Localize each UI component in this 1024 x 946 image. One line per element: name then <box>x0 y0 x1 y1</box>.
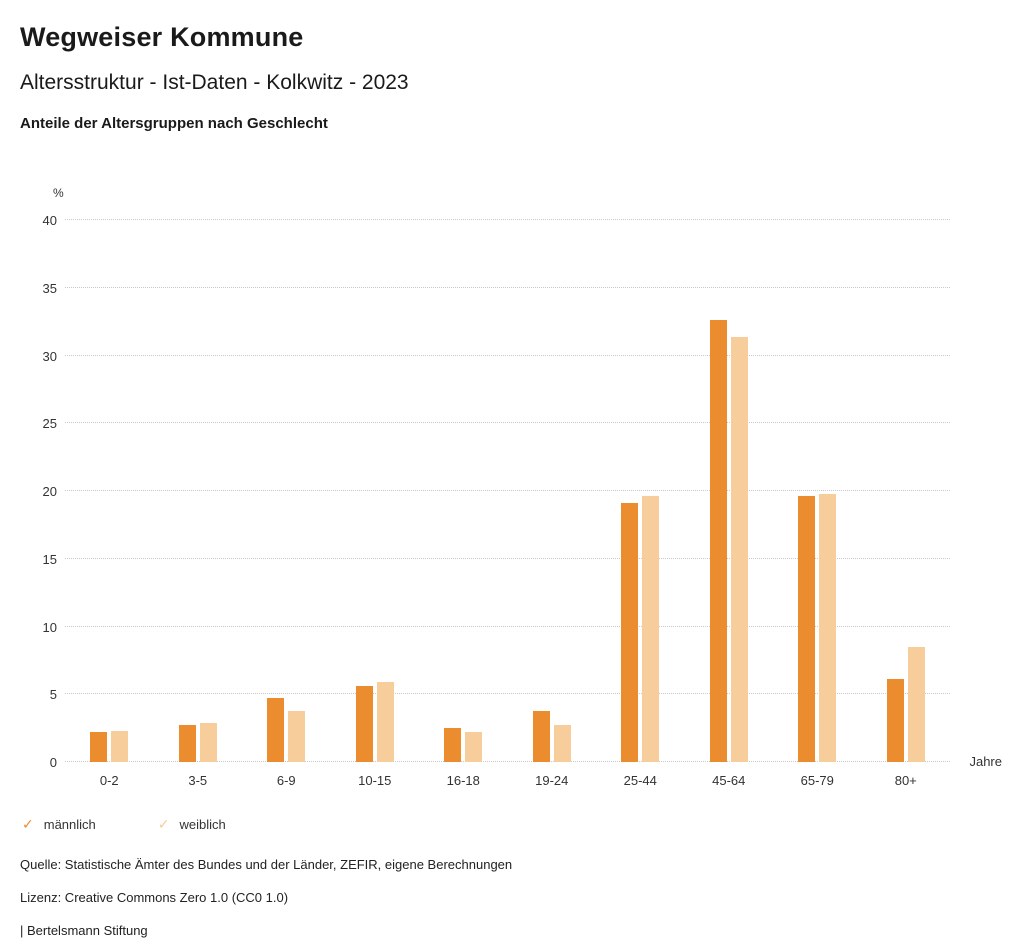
bar-männlich-65-79 <box>798 496 816 762</box>
gridline-15: 15 <box>43 552 950 567</box>
bar-männlich-80+ <box>886 679 904 762</box>
bar-group-10-15: 10-15 <box>331 220 420 788</box>
bar-weiblich-10-15 <box>376 682 394 762</box>
bar-weiblich-65-79 <box>819 493 837 762</box>
x-tick-label: 10-15 <box>358 773 392 788</box>
x-tick-label: 25-44 <box>623 773 657 788</box>
y-tick-label: 35 <box>42 280 57 296</box>
bar-group-80+: 80+ <box>862 220 951 788</box>
x-tick-label: 45-64 <box>712 773 746 788</box>
bar-group-16-18: 16-18 <box>419 220 508 788</box>
bar-weiblich-3-5 <box>199 722 217 762</box>
bar-weiblich-16-18 <box>465 732 483 762</box>
bar-weiblich-25-44 <box>642 496 660 762</box>
y-axis-unit-label: % <box>53 186 64 200</box>
gridline-30: 30 <box>43 349 950 364</box>
y-tick-label: 30 <box>42 348 57 364</box>
page-title: Wegweiser Kommune <box>20 22 304 52</box>
bar-weiblich-0-2 <box>111 730 129 762</box>
check-icon: ✓ <box>22 816 34 832</box>
x-tick-label: 65-79 <box>800 773 834 788</box>
legend: ✓ männlich ✓ weiblich <box>22 816 1004 833</box>
license-text: Lizenz: Creative Commons Zero 1.0 (CC0 1… <box>20 890 289 905</box>
y-tick-label: 25 <box>42 416 57 432</box>
bar-männlich-3-5 <box>178 725 196 762</box>
x-tick-label: 19-24 <box>535 773 569 788</box>
gridline-20: 20 <box>43 484 950 499</box>
y-tick-label: 10 <box>42 619 57 635</box>
legend-label: männlich <box>43 817 96 832</box>
bar-weiblich-45-64 <box>730 336 748 762</box>
bar-weiblich-80+ <box>907 646 925 762</box>
x-axis-unit-label: Jahre <box>969 754 1002 769</box>
bar-männlich-6-9 <box>267 698 285 762</box>
gridline-25: 25 <box>43 416 950 431</box>
bar-groups: 0-2 3-5 6-9 10-15 16-18 19-24 25-44 45-64 65-79 8… <box>65 220 951 788</box>
gridline-5: 5 <box>50 687 950 702</box>
y-tick-label: 15 <box>42 551 57 567</box>
bar-weiblich-6-9 <box>288 710 306 762</box>
y-tick-label: 0 <box>49 755 57 770</box>
bar-group-0-2: 0-2 <box>65 220 154 788</box>
bar-group-19-24: 19-24 <box>508 220 597 788</box>
bar-männlich-19-24 <box>532 710 550 762</box>
chart-caption: Anteile der Altersgruppen nach Geschlech… <box>20 115 328 132</box>
legend-item-weiblich[interactable]: ✓ weiblich <box>158 816 226 833</box>
bar-group-45-64: 45-64 <box>685 220 774 788</box>
footer: Quelle: Statistische Ämter des Bundes un… <box>20 857 1004 938</box>
bar-group-25-44: 25-44 <box>596 220 685 788</box>
y-tick-label: 20 <box>42 484 57 499</box>
bar-group-3-5: 3-5 <box>154 220 243 788</box>
gridline-10: 10 <box>43 620 950 635</box>
check-icon: ✓ <box>157 816 170 832</box>
brand-text: | Bertelsmann Stiftung <box>20 923 148 938</box>
bar-group-65-79: 65-79 <box>773 220 862 788</box>
legend-item-maennlich[interactable]: ✓ männlich <box>22 816 96 833</box>
bar-männlich-25-44 <box>621 503 639 762</box>
x-tick-label: 16-18 <box>446 773 480 788</box>
bar-männlich-0-2 <box>90 732 108 762</box>
x-tick-label: 3-5 <box>188 773 208 788</box>
bar-group-6-9: 6-9 <box>242 220 331 788</box>
x-tick-label: 80+ <box>894 773 917 788</box>
gridline-40: 40 <box>43 213 950 228</box>
legend-label: weiblich <box>179 817 226 832</box>
x-tick-label: 0-2 <box>99 773 119 788</box>
bar-chart: % 0 5 10 15 20 25 30 35 40 0-2 3-5 6-9 10-15 16-18 19… <box>43 186 1002 788</box>
gridline-35: 35 <box>43 281 950 296</box>
page-subtitle: Altersstruktur - Ist-Daten - Kolkwitz - … <box>20 71 409 94</box>
bar-männlich-10-15 <box>355 686 373 762</box>
source-text: Quelle: Statistische Ämter des Bundes un… <box>20 857 513 872</box>
bar-männlich-16-18 <box>444 728 462 762</box>
y-tick-label: 5 <box>49 687 57 703</box>
bar-männlich-45-64 <box>709 320 727 762</box>
y-tick-label: 40 <box>42 213 57 228</box>
x-tick-label: 6-9 <box>276 773 296 788</box>
bar-weiblich-19-24 <box>553 725 571 762</box>
gridline-0: 0 <box>50 755 950 770</box>
